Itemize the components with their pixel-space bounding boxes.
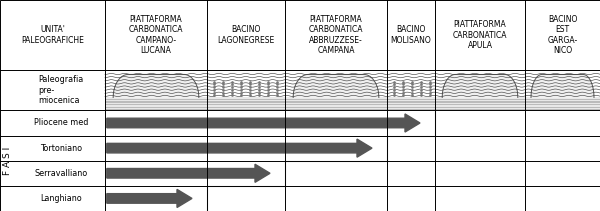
Text: PIATTAFORMA
CARBONATICA
ABBRUZZESE-
CAMPANA: PIATTAFORMA CARBONATICA ABBRUZZESE- CAMP…	[309, 15, 363, 55]
Bar	[105, 107, 600, 108]
Bar	[105, 100, 600, 101]
Bar	[105, 97, 600, 99]
Text: Tortoniano: Tortoniano	[40, 144, 82, 153]
Text: PIATTAFORMA
CARBONATICA
APULA: PIATTAFORMA CARBONATICA APULA	[453, 20, 507, 50]
Text: Serravalliano: Serravalliano	[34, 169, 88, 178]
Bar	[105, 103, 600, 104]
Bar	[105, 104, 600, 105]
Polygon shape	[531, 74, 594, 97]
Text: BACINO
EST
GARGA-
NICO: BACINO EST GARGA- NICO	[547, 15, 578, 55]
Bar	[105, 99, 600, 100]
FancyArrow shape	[107, 189, 192, 207]
Bar	[105, 101, 600, 103]
Text: BACINO
LAGONEGRESE: BACINO LAGONEGRESE	[217, 25, 275, 45]
FancyArrow shape	[107, 114, 420, 132]
FancyArrow shape	[107, 164, 270, 182]
Polygon shape	[442, 74, 518, 97]
Bar	[105, 108, 600, 109]
Text: Langhiano: Langhiano	[40, 194, 82, 203]
Polygon shape	[293, 74, 379, 97]
Text: Pliocene med: Pliocene med	[34, 119, 88, 127]
Text: F A S I: F A S I	[3, 147, 12, 175]
Text: Paleografia
pre-
miocenica: Paleografia pre- miocenica	[38, 75, 83, 105]
Bar	[105, 109, 600, 110]
Polygon shape	[113, 74, 199, 97]
Bar	[105, 105, 600, 107]
Text: BACINO
MOLISANO: BACINO MOLISANO	[391, 25, 431, 45]
Text: UNITA'
PALEOGRAFICHE: UNITA' PALEOGRAFICHE	[21, 25, 84, 45]
FancyArrow shape	[107, 139, 372, 157]
Text: PIATTAFORMA
CARBONATICA
CAMPANO-
LUCANA: PIATTAFORMA CARBONATICA CAMPANO- LUCANA	[129, 15, 183, 55]
